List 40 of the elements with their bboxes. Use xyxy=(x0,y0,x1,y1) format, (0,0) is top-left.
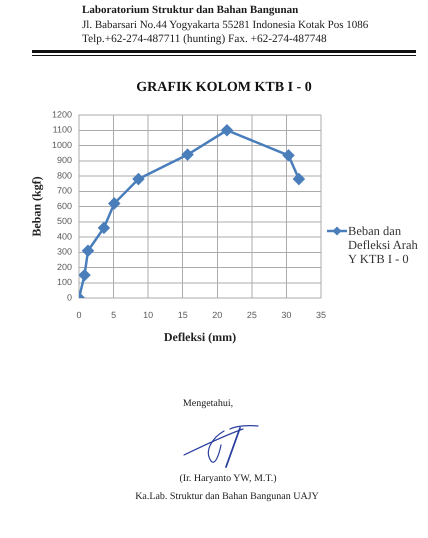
y-tick-label: 300 xyxy=(56,246,72,257)
y-tick-label: 500 xyxy=(56,216,72,226)
y-tick-label: 1200 xyxy=(52,109,72,120)
text: (Ir. Haryanto YW, M.T.) xyxy=(178,472,278,485)
point xyxy=(293,173,305,185)
text: Jl. Babarsari No.44 Yogyakarta 55281 Indonesia Kotak Pos 1086 xyxy=(82,18,368,32)
x-tick-label: 20 xyxy=(212,310,222,320)
x-tick-label: 10 xyxy=(143,310,154,320)
point xyxy=(79,269,90,281)
y-axis-title: Beban (kgf) xyxy=(29,176,44,237)
y-tick-label: 800 xyxy=(56,170,72,180)
x-axis-title: Defleksi (mm) xyxy=(164,330,236,344)
point xyxy=(98,222,110,234)
text: Ka.Lab. Struktur dan Bahan Bangunan UAJY xyxy=(134,490,320,503)
x-tick-label: 5 xyxy=(111,310,116,320)
legend-label: Beban dan Defleksi Arah Y KTB I - 0 xyxy=(348,224,419,266)
point xyxy=(108,198,120,210)
point xyxy=(282,150,294,162)
point xyxy=(82,244,94,256)
x-tick-label: 0 xyxy=(76,310,82,320)
y-tick-label: 1100 xyxy=(52,124,72,135)
text: Laboratorium Struktur dan Bahan Bangunan xyxy=(82,4,298,17)
chart-title: GRAFIK KOLOM KTB I - 0 xyxy=(135,80,313,96)
y-tick-label: 600 xyxy=(56,200,72,211)
y-tick-label: 200 xyxy=(56,262,72,272)
x-tick-label: 35 xyxy=(316,310,326,320)
point xyxy=(221,124,233,136)
x-tick-label: 25 xyxy=(246,310,257,320)
y-tick-label: 700 xyxy=(56,186,72,196)
text: Telp.+62-274-487711 (hunting) Fax. +62-274-487748 xyxy=(82,32,327,46)
x-tick-label: 30 xyxy=(281,310,292,320)
y-tick-label: 1000 xyxy=(52,140,72,150)
text: Mengetahui, xyxy=(182,397,234,410)
point xyxy=(182,148,194,160)
y-tick-label: 400 xyxy=(56,231,72,242)
point xyxy=(132,173,144,185)
y-tick-label: 900 xyxy=(56,155,72,166)
y-tick-label: 0 xyxy=(66,292,72,302)
y-tick-label: 100 xyxy=(56,277,72,288)
x-tick-label: 15 xyxy=(178,310,188,320)
